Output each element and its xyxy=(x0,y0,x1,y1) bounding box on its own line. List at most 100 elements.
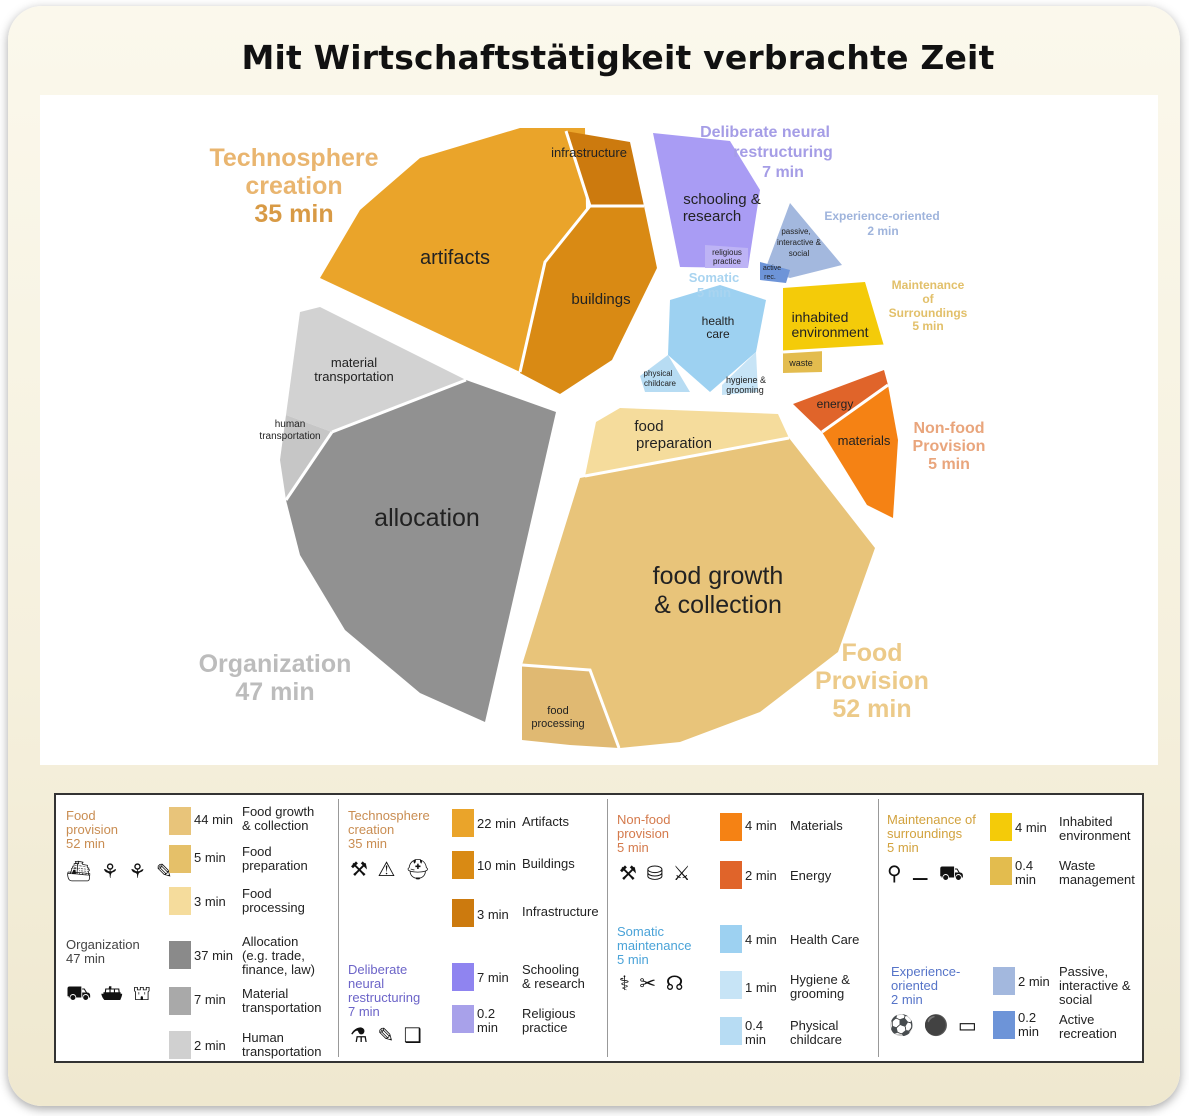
legend-label: Food processing xyxy=(242,886,305,915)
label-neural-3: 7 min xyxy=(762,164,804,181)
label-somatic-2: 5 min xyxy=(697,285,731,300)
label-active-2: rec. xyxy=(764,274,776,281)
legend-swatch xyxy=(452,963,474,991)
label-schooling-1: schooling & xyxy=(683,191,761,208)
legend-label: Human transportation xyxy=(242,1030,322,1059)
slice-energy xyxy=(793,370,888,432)
legend-neural-title: Deliberate neural restructuring 7 min xyxy=(348,962,421,1019)
slice-health-care xyxy=(668,285,766,392)
legend-swatch xyxy=(169,941,191,969)
legend-value: 0.2 min xyxy=(477,1006,498,1035)
slice-artifacts xyxy=(320,128,586,372)
label-maint-4: 5 min xyxy=(912,319,943,333)
label-techno-1: Technosphere xyxy=(209,144,378,172)
legend-value: 3 min xyxy=(477,907,509,922)
slice-food-growth xyxy=(522,438,875,748)
label-neural-2: restructuring xyxy=(733,144,833,161)
exp-icons: ⚽ ⚫ ▭ xyxy=(889,1015,979,1037)
legend-box: Food provision 52 min ⛴ ⚘ ⚘ ✎ 44 min Food … xyxy=(54,793,1144,1063)
legend-swatch xyxy=(169,1031,191,1059)
legend-value: 1 min xyxy=(745,980,777,995)
label-infrastructure: infrastructure xyxy=(551,145,627,160)
label-org-2: 47 min xyxy=(235,678,314,706)
label-exp-2: 2 min xyxy=(867,224,898,238)
label-schooling-2: research xyxy=(683,208,741,225)
label-physical-2: childcare xyxy=(644,379,677,388)
label-material-2: transportation xyxy=(314,369,394,384)
legend-swatch xyxy=(720,1017,742,1045)
label-exp-1: Experience-oriented xyxy=(824,209,939,223)
label-techno-2: creation xyxy=(245,172,342,200)
legend-swatch xyxy=(990,813,1012,841)
legend-swatch xyxy=(169,807,191,835)
legend-label: Active recreation xyxy=(1059,1012,1117,1041)
legend-label: Inhabited environment xyxy=(1059,814,1131,843)
legend-label: Schooling & research xyxy=(522,962,585,991)
legend-swatch xyxy=(452,851,474,879)
legend-value: 0.2 min xyxy=(1018,1010,1039,1039)
legend-value: 2 min xyxy=(194,1038,226,1053)
legend-value: 3 min xyxy=(194,894,226,909)
slice-inhabited xyxy=(783,282,884,352)
label-maint-3: Surroundings xyxy=(889,306,968,320)
label-inhabited-1: inhabited xyxy=(792,309,849,325)
legend-value: 2 min xyxy=(745,868,777,883)
legend-value: 22 min xyxy=(477,816,517,831)
legend-swatch xyxy=(169,845,191,873)
legend-label: Physical childcare xyxy=(790,1018,843,1047)
label-waste: waste xyxy=(788,358,813,368)
label-religious-2: practice xyxy=(713,257,742,266)
label-somatic-1: Somatic xyxy=(689,270,740,285)
label-inhabited-2: environment xyxy=(791,324,868,340)
label-religious-1: religious xyxy=(712,248,742,257)
label-materials: materials xyxy=(838,433,891,448)
label-buildings: buildings xyxy=(571,291,630,308)
label-food-proc-2: processing xyxy=(531,718,584,730)
slice-materials xyxy=(822,385,898,518)
label-energy: energy xyxy=(817,397,854,411)
legend-label: Material transportation xyxy=(242,986,322,1015)
legend-swatch xyxy=(169,887,191,915)
legend-org-title: Organization 47 min xyxy=(66,937,140,966)
chart-title: Mit Wirtschaftstätigkeit verbrachte Zeit xyxy=(241,38,995,77)
label-allocation: allocation xyxy=(374,504,480,532)
label-passive-3: social xyxy=(789,249,810,258)
legend-swatch xyxy=(993,967,1015,995)
label-passive-2: interactive & xyxy=(777,238,822,247)
legend-value: 0.4 min xyxy=(745,1018,766,1047)
label-artifacts: artifacts xyxy=(420,247,490,269)
slice-waste xyxy=(783,349,822,373)
label-food-growth-2: & collection xyxy=(654,591,782,619)
legend-exp-title: Experience-oriented 2 min xyxy=(891,964,961,1007)
slice-hygiene xyxy=(722,352,758,395)
legend-techno-title: Technosphere creation 35 min xyxy=(348,808,430,851)
legend-nonfood-title: Non-food provision 5 min xyxy=(617,812,671,855)
label-food-prep-1: food xyxy=(634,418,663,435)
slice-active xyxy=(760,262,790,283)
legend-value: 4 min xyxy=(745,932,777,947)
legend-label: Artifacts xyxy=(522,814,569,829)
label-hygiene-2: grooming xyxy=(726,385,764,395)
legend-label: Health Care xyxy=(790,932,860,947)
legend-value: 7 min xyxy=(477,970,509,985)
label-neural-1: Deliberate neural xyxy=(700,124,830,141)
slice-allocation xyxy=(286,380,556,722)
legend-food-title: Food provision 52 min xyxy=(66,808,119,851)
slice-physical-childcare xyxy=(640,355,690,392)
label-food-2: Provision xyxy=(815,667,929,695)
legend-label: Food growth & collection xyxy=(242,804,315,833)
legend-divider xyxy=(878,799,879,1057)
label-physical-1: physical xyxy=(644,369,673,378)
legend-label: Infrastructure xyxy=(522,904,599,919)
legend-swatch xyxy=(720,861,742,889)
slice-material-transport xyxy=(286,307,466,432)
label-health-1: health xyxy=(702,314,735,328)
somatic-icons: ⚕ ✂ ☊ xyxy=(619,973,686,995)
label-food-prep-2: preparation xyxy=(636,435,712,452)
label-food-growth-1: food growth xyxy=(653,562,784,590)
legend-divider xyxy=(607,799,608,1057)
slice-religious xyxy=(705,245,748,268)
food-icons: ⛴ ⚘ ⚘ ✎ xyxy=(66,861,175,883)
legend-swatch xyxy=(720,925,742,953)
legend-swatch xyxy=(169,987,191,1015)
